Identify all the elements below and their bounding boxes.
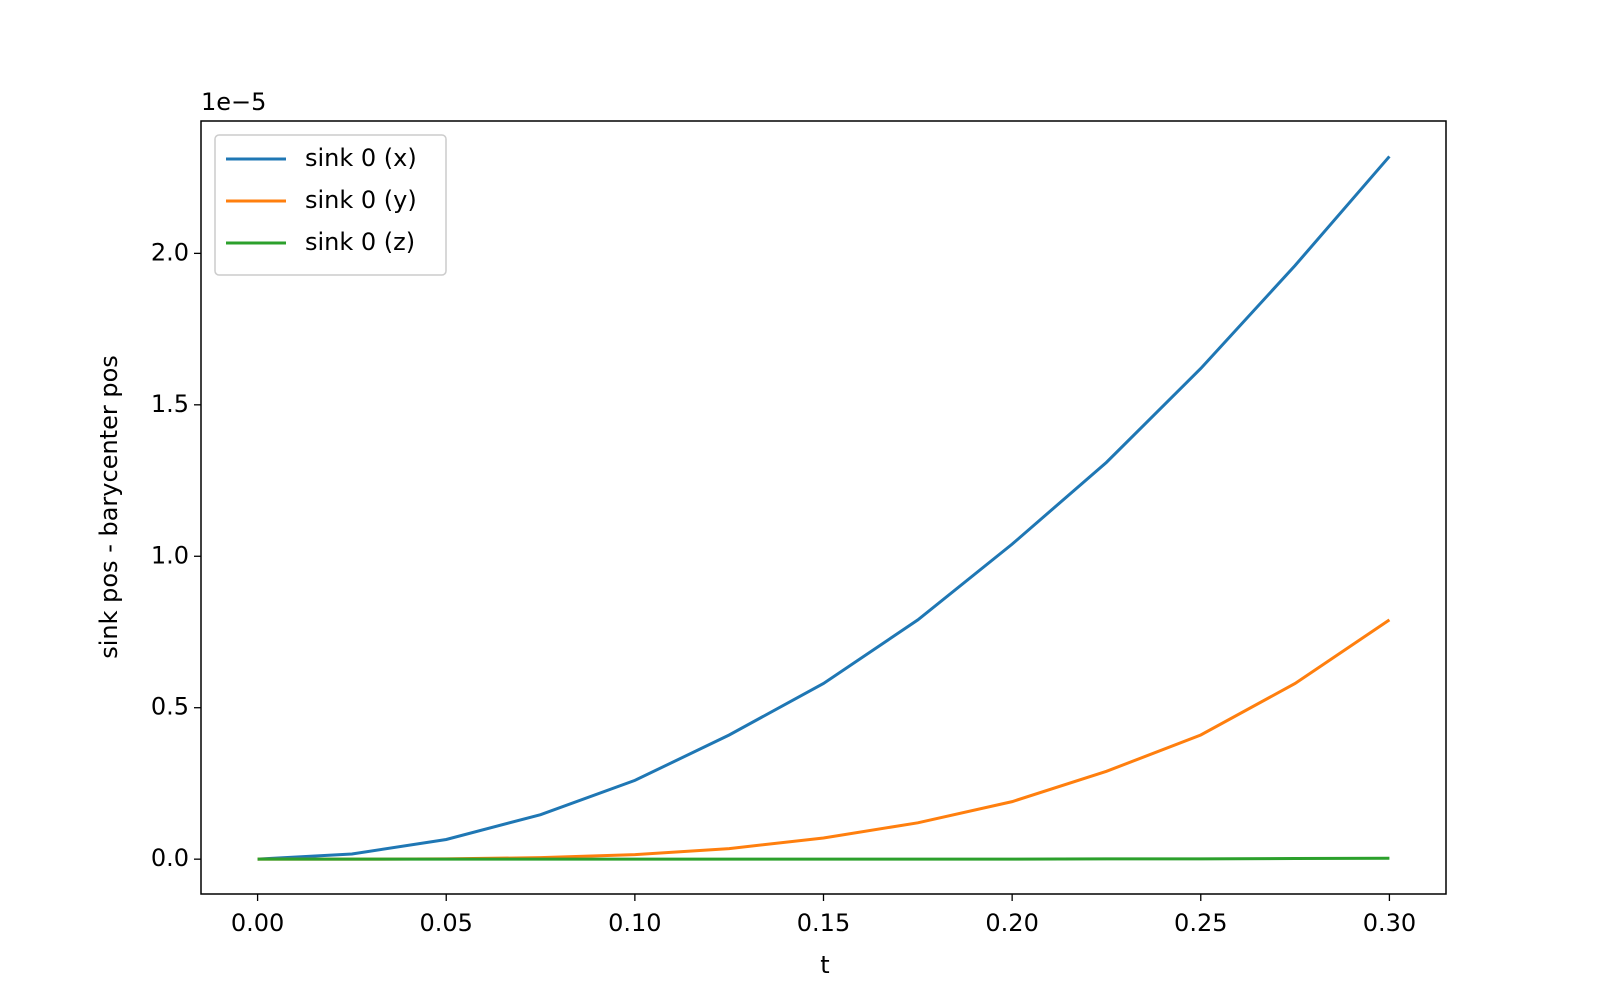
x-tick-label: 0.15 <box>797 909 850 937</box>
plot-frame <box>200 120 1447 895</box>
data-line <box>257 155 1391 861</box>
x-tick-label: 0.10 <box>608 909 661 937</box>
x-tick-label: 0.25 <box>1174 909 1227 937</box>
data-line <box>257 856 1390 861</box>
y-tick-label: 1.5 <box>151 390 189 418</box>
y-tick-label: 2.0 <box>151 238 189 266</box>
x-tick-label: 0.05 <box>420 909 473 937</box>
x-tick-label: 0.20 <box>985 909 1038 937</box>
legend-box <box>214 134 447 276</box>
legend-label: sink 0 (z) <box>305 228 415 256</box>
y-axis-label: sink pos - barycenter pos <box>95 355 123 659</box>
x-axis-label: t <box>820 951 829 979</box>
y-offset-label: 1e−5 <box>201 88 266 116</box>
legend-label: sink 0 (x) <box>305 144 417 172</box>
y-tick-label: 0.0 <box>151 844 189 872</box>
y-tick-label: 0.5 <box>151 693 189 721</box>
data-line <box>257 618 1391 861</box>
y-tick-label: 1.0 <box>151 541 189 569</box>
x-tick-label: 0.00 <box>231 909 284 937</box>
legend-label: sink 0 (y) <box>305 186 417 214</box>
x-tick-label: 0.30 <box>1363 909 1416 937</box>
